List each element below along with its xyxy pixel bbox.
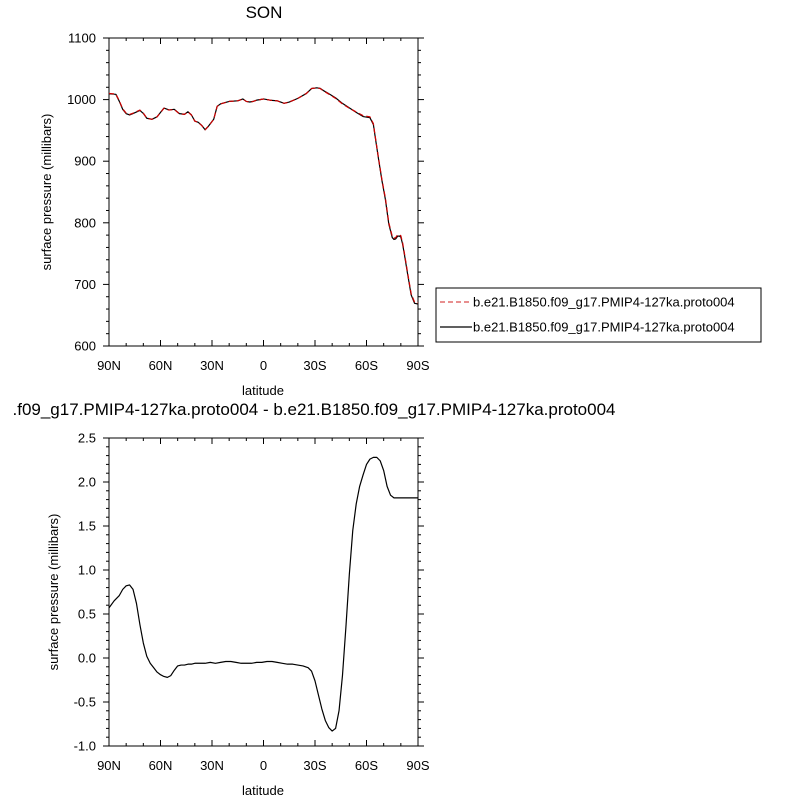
bottom-series-lines	[108, 456, 418, 732]
bottom-axis-ticks: 90N 60N 30N 0 30S 60S 90S -1.0 -0.5 0.0 0.5 1.0 1.5 2…	[74, 431, 430, 774]
bottom-chart-panel: .f09_g17.PMIP4-127ka.proto004 - b.e21.B1…	[13, 400, 616, 798]
bottom-y-tick-label: 0.0	[78, 651, 96, 666]
top-x-axis-label: latitude	[242, 383, 284, 398]
top-x-tick-label: 90S	[406, 358, 429, 373]
top-x-tick-label: 90N	[97, 358, 121, 373]
bottom-y-axis-label: surface pressure (millibars)	[46, 514, 61, 671]
bottom-x-tick-label: 60N	[149, 758, 173, 773]
top-y-tick-label: 900	[74, 154, 96, 169]
bottom-x-tick-label: 90S	[406, 758, 429, 773]
top-x-tick-label: 60S	[355, 358, 378, 373]
top-y-axis-label: surface pressure (millibars)	[39, 114, 54, 271]
bottom-y-tick-label: -0.5	[74, 695, 96, 710]
legend-label-first: b.e21.B1850.f09_g17.PMIP4-127ka.proto004	[473, 295, 735, 310]
bottom-y-tick-label: -1.0	[74, 739, 96, 754]
top-chart-panel: SON 90N 60N 30N 0 30S 60S 90S 600 700 800 900 1000 1…	[39, 3, 762, 398]
bottom-x-tick-label: 60S	[355, 758, 378, 773]
bottom-x-tick-label: 30N	[200, 758, 224, 773]
top-y-tick-label: 1000	[67, 92, 96, 107]
bottom-y-tick-label: 2.0	[78, 475, 96, 490]
bottom-y-tick-label: 1.5	[78, 519, 96, 534]
top-y-tick-label: 1100	[68, 31, 96, 46]
top-y-tick-label: 600	[74, 339, 96, 354]
bottom-x-tick-label: 0	[260, 758, 267, 773]
top-y-tick-label: 800	[74, 215, 96, 230]
top-x-tick-label: 0	[260, 358, 267, 373]
top-axis-ticks: 90N 60N 30N 0 30S 60S 90S 600 700 800 900 1000 1100	[67, 31, 430, 374]
bottom-x-tick-label: 30S	[303, 758, 326, 773]
top-series-line-0	[108, 87, 419, 304]
bottom-y-tick-label: 1.0	[78, 563, 96, 578]
bottom-x-tick-label: 90N	[97, 758, 121, 773]
legend-box	[435, 287, 762, 343]
bottom-y-tick-label: 2.5	[78, 431, 96, 446]
top-chart-title: SON	[246, 3, 283, 22]
top-y-tick-label: 700	[74, 277, 96, 292]
legend: b.e21.B1850.f09_g17.PMIP4-127ka.proto004…	[435, 287, 762, 343]
bottom-x-axis-label: latitude	[242, 783, 284, 798]
bottom-y-tick-label: 0.5	[78, 607, 96, 622]
top-series-lines	[108, 87, 419, 305]
legend-label-second: b.e21.B1850.f09_g17.PMIP4-127ka.proto004	[473, 320, 735, 335]
top-x-tick-label: 30N	[200, 358, 224, 373]
bottom-chart-title: .f09_g17.PMIP4-127ka.proto004 - b.e21.B1…	[13, 400, 616, 419]
top-x-tick-label: 30S	[303, 358, 326, 373]
top-x-tick-label: 60N	[149, 358, 173, 373]
bottom-series-line-0	[108, 456, 418, 732]
